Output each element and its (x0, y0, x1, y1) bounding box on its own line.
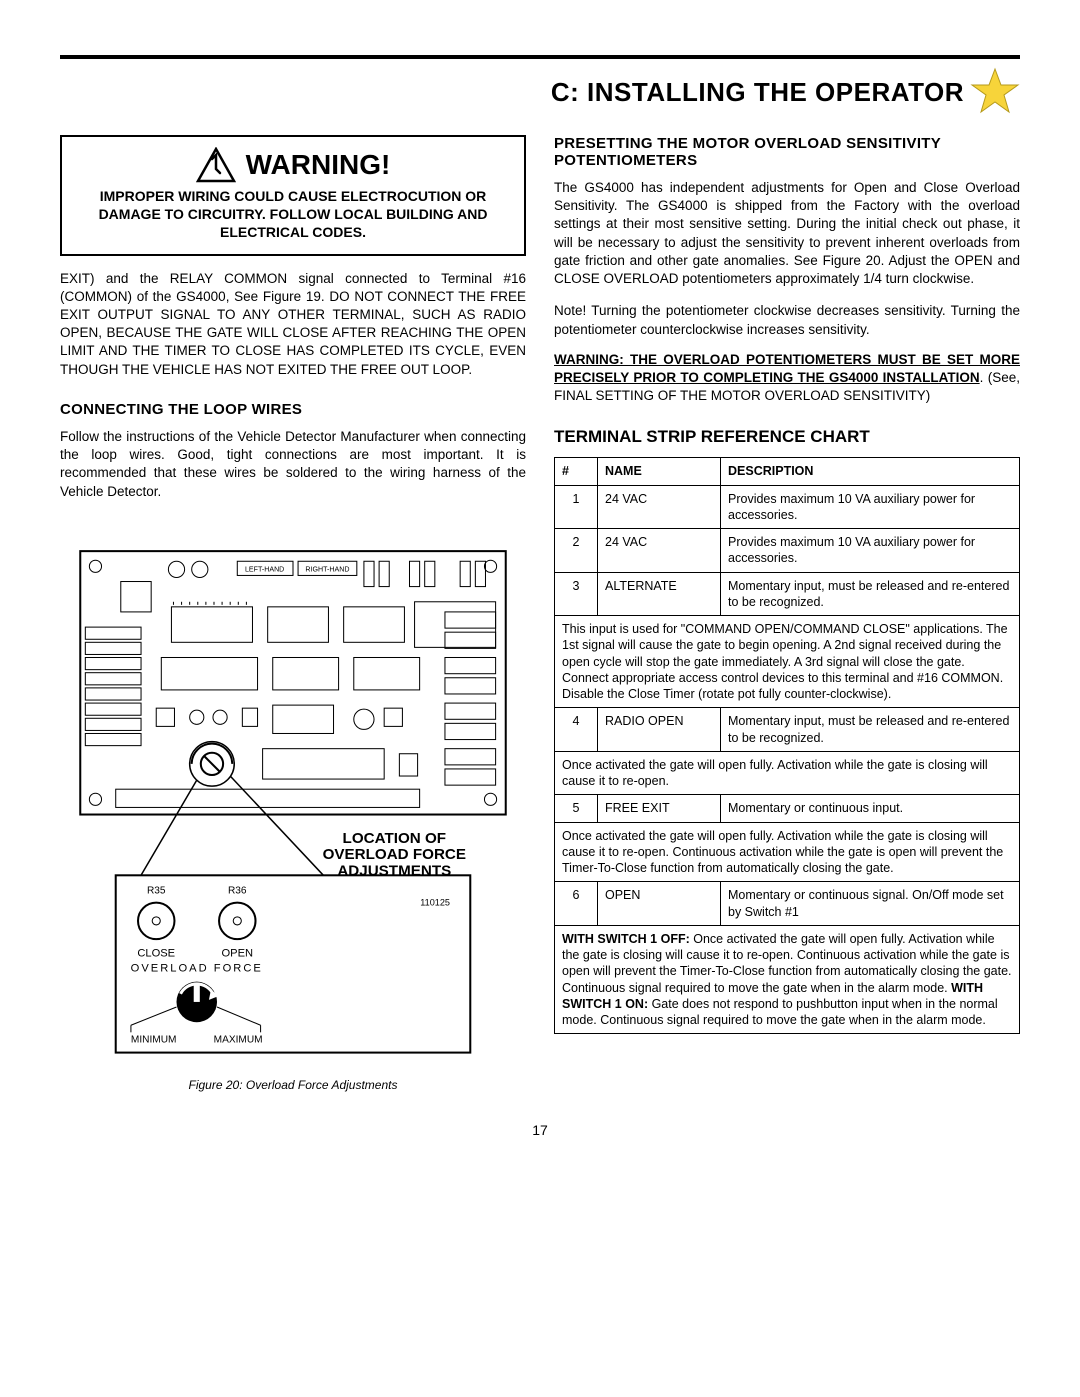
svg-text:LEFT-HAND: LEFT-HAND (245, 565, 284, 573)
figure-caption: Figure 20: Overload Force Adjustments (60, 1078, 526, 1092)
svg-text:MINIMUM: MINIMUM (131, 1034, 177, 1045)
svg-text:RIGHT-HAND: RIGHT-HAND (305, 565, 349, 573)
terminal-chart-heading: TERMINAL STRIP REFERENCE CHART (554, 427, 1020, 447)
preset-body: The GS4000 has independent adjustments f… (554, 179, 1020, 288)
circuit-board-diagram: LEFT-HAND RIGHT-HAND (60, 541, 526, 1068)
svg-text:OVERLOAD FORCE: OVERLOAD FORCE (131, 962, 263, 974)
svg-text:MAXIMUM: MAXIMUM (214, 1034, 263, 1045)
table-row: Once activated the gate will open fully.… (555, 822, 1020, 882)
table-row: This input is used for "COMMAND OPEN/COM… (555, 616, 1020, 708)
star-icon (970, 67, 1020, 117)
svg-text:R35: R35 (147, 885, 166, 896)
preset-warning: WARNING: THE OVERLOAD POTENTIOMETERS MUS… (554, 351, 1020, 406)
figure-20: LEFT-HAND RIGHT-HAND (60, 541, 526, 1092)
preset-note: Note! Turning the potentiometer clockwis… (554, 302, 1020, 338)
preset-heading: PRESETTING THE MOTOR OVERLOAD SENSITIVIT… (554, 135, 1020, 169)
svg-text:CLOSE: CLOSE (137, 947, 175, 959)
svg-text:R36: R36 (228, 885, 247, 896)
warning-box: WARNING! IMPROPER WIRING COULD CAUSE ELE… (60, 135, 526, 256)
table-row: Once activated the gate will open fully.… (555, 751, 1020, 795)
left-intro-text: EXIT) and the RELAY COMMON signal connec… (60, 270, 526, 379)
loop-wires-body: Follow the instructions of the Vehicle D… (60, 428, 526, 501)
table-row: 6OPENMomentary or continuous signal. On/… (555, 882, 1020, 926)
table-row: 4RADIO OPENMomentary input, must be rele… (555, 708, 1020, 752)
table-row: 3ALTERNATEMomentary input, must be relea… (555, 572, 1020, 616)
th-desc: DESCRIPTION (721, 458, 1020, 485)
svg-text:LOCATION OF: LOCATION OF (343, 830, 447, 847)
table-row: WITH SWITCH 1 OFF: Once activated the ga… (555, 925, 1020, 1034)
warning-body: IMPROPER WIRING COULD CAUSE ELECTROCUTIO… (74, 187, 512, 242)
warning-label: WARNING! (246, 149, 391, 181)
svg-text:OVERLOAD FORCE: OVERLOAD FORCE (323, 846, 466, 863)
svg-text:110125: 110125 (420, 897, 450, 907)
page-section-title: C: INSTALLING THE OPERATOR (551, 77, 964, 108)
hazard-icon (196, 147, 236, 183)
terminal-strip-table: # NAME DESCRIPTION 124 VACProvides maxim… (554, 457, 1020, 1034)
table-row: 124 VACProvides maximum 10 VA auxiliary … (555, 485, 1020, 529)
page-number: 17 (60, 1122, 1020, 1138)
th-num: # (555, 458, 598, 485)
svg-text:OPEN: OPEN (222, 947, 254, 959)
loop-wires-heading: CONNECTING THE LOOP WIRES (60, 401, 526, 418)
th-name: NAME (598, 458, 721, 485)
header-rule (60, 55, 1020, 59)
svg-text:ADJUSTMENTS: ADJUSTMENTS (337, 862, 451, 879)
table-row: 5FREE EXITMomentary or continuous input. (555, 795, 1020, 822)
table-row: 224 VACProvides maximum 10 VA auxiliary … (555, 529, 1020, 573)
